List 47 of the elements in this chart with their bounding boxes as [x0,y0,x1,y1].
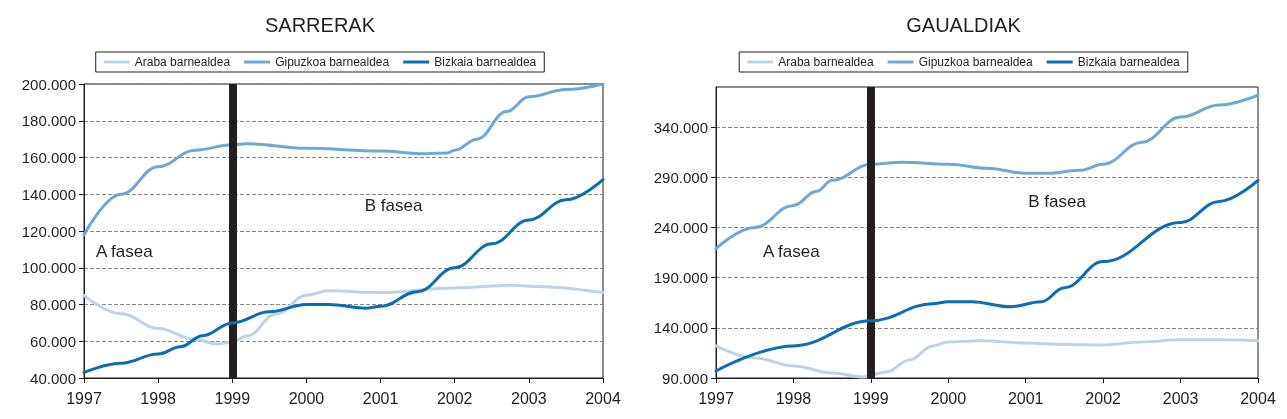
annotation: B fasea [364,195,423,215]
y-tick-label: 180.000 [21,112,76,130]
legend-label: Bizkaia barnealdea [1077,55,1181,69]
y-tick-label: 200.000 [21,75,76,93]
x-tick-label: 1997 [698,389,734,407]
x-tick-label: 2002 [436,389,473,407]
y-tick-label: 140.000 [21,185,76,203]
annotation: A fasea [762,242,821,262]
x-tick-label: 2004 [585,389,621,407]
y-tick-label: 290.000 [653,168,708,186]
annotation: B fasea [1028,191,1087,211]
legend-label: Gipuzkoa barnealdea [918,55,1034,69]
x-tick-label: 2004 [1240,389,1276,407]
x-tick-label: 1999 [853,389,889,407]
legend-label: Araba barnealdea [134,55,231,69]
y-tick-label: 40.000 [30,369,76,387]
y-tick-label: 160.000 [21,149,76,166]
chart-title: SARRERAK [264,14,376,36]
x-tick-label: 2002 [1085,389,1122,407]
y-tick-label: 140.000 [653,319,708,337]
x-tick-label: 1998 [775,389,812,407]
x-tick-label: 2000 [930,389,967,407]
x-tick-label: 2001 [1007,389,1044,407]
x-tick-label: 1999 [214,389,251,407]
line-series [82,82,605,237]
legend-label: Gipuzkoa barnealdea [275,55,390,69]
y-tick-label: 60.000 [30,332,76,350]
y-tick-label: 120.000 [21,222,76,240]
line-series [82,283,605,346]
y-tick-label: 80.000 [30,296,76,313]
y-tick-label: 240.000 [653,218,708,236]
chart-title: GAUALDIAK [906,14,1022,36]
x-tick-label: 2001 [362,389,399,407]
x-tick-label: 2003 [1162,389,1199,407]
annotation: A fasea [96,242,154,262]
x-tick-label: 1997 [66,389,102,407]
y-tick-label: 100.000 [21,259,76,277]
legend-label: Araba barnealdea [778,55,874,69]
line-series [82,178,605,374]
y-tick-label: 90.000 [662,369,708,387]
line-series [714,178,1260,373]
y-tick-label: 190.000 [653,269,708,287]
x-tick-label: 2000 [288,389,325,407]
legend-label: Bizkaia barnealdea [434,55,537,69]
x-tick-label: 1998 [140,389,177,407]
x-tick-label: 2003 [511,389,547,407]
y-tick-label: 340.000 [653,118,708,136]
